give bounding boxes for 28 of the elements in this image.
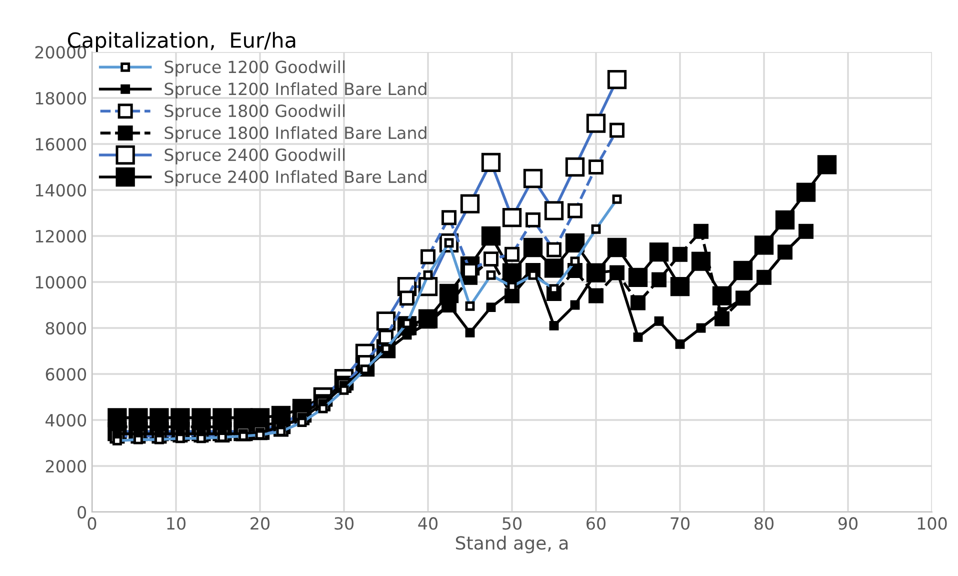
legend-label: Spruce 2400 Goodwill [164,148,345,164]
legend-label: Spruce 1800 Goodwill [164,104,345,120]
x-tick-label: 50 [502,517,522,530]
x-tick-label: 90 [838,517,858,530]
y-tick-label: 10000 [36,276,86,289]
y-tick-label: 0 [78,506,86,519]
x-tick-label: 40 [418,517,438,530]
x-tick-label: 100 [918,517,947,530]
y-tick-label: 18000 [36,92,86,105]
y-tick-label: 2000 [46,460,86,473]
legend-label: Spruce 1200 Inflated Bare Land [164,82,426,98]
legend-label: Spruce 2400 Inflated Bare Land [164,170,426,186]
x-tick-label: 80 [754,517,774,530]
y-tick-label: 4000 [46,414,86,427]
y-tick-label: 6000 [46,368,86,381]
legend-label: Spruce 1800 Inflated Bare Land [164,126,426,142]
y-tick-label: 12000 [36,230,86,243]
x-tick-label: 10 [167,517,186,530]
x-tick-label: 70 [670,517,690,530]
y-tick-label: 16000 [36,138,86,151]
x-axis-title: Stand age, a [456,536,568,554]
y-tick-label: 8000 [46,322,86,335]
x-tick-label: 0 [88,517,96,530]
legend-label: Spruce 1200 Goodwill [164,60,345,76]
x-tick-label: 20 [250,517,270,530]
y-tick-label: 14000 [36,184,86,197]
x-tick-label: 60 [586,517,606,530]
x-tick-label: 30 [334,517,354,530]
